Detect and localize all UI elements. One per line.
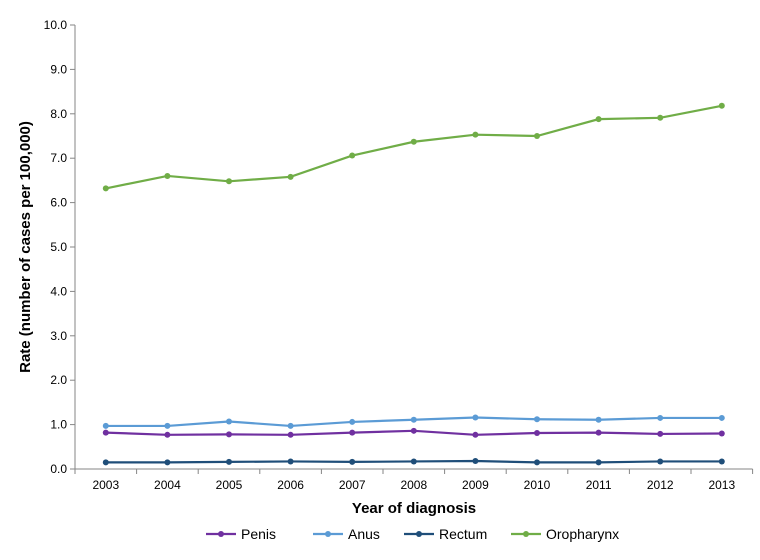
data-point	[472, 414, 479, 421]
data-point	[534, 459, 540, 466]
y-tick-label: 3.0	[50, 329, 67, 343]
data-point	[595, 116, 602, 123]
y-tick-label: 9.0	[50, 62, 67, 76]
legend-marker	[218, 531, 224, 537]
legend: Penis Anus Rectum Oropharynx	[206, 526, 619, 542]
data-point	[102, 429, 109, 436]
x-tick-label: 2011	[586, 478, 612, 492]
data-point	[534, 416, 540, 423]
y-axis-label: Rate (number of cases per 100,000)	[17, 121, 34, 373]
legend-label: Oropharynx	[546, 526, 619, 542]
series-line	[105, 104, 723, 190]
y-tick-label: 4.0	[50, 284, 67, 298]
data-point	[410, 138, 417, 145]
data-point	[718, 102, 725, 109]
legend-marker	[416, 531, 422, 537]
data-point	[164, 422, 171, 429]
data-point	[595, 416, 602, 423]
x-tick-label: 2013	[708, 478, 735, 492]
data-point	[534, 430, 540, 437]
y-tick-label: 10.0	[44, 18, 68, 32]
data-point	[349, 429, 356, 436]
y-tick-label: 6.0	[50, 196, 67, 210]
y-tick-label: 2.0	[50, 373, 67, 387]
data-point	[718, 458, 725, 465]
data-point	[657, 114, 664, 121]
data-point	[595, 459, 602, 466]
legend-item-anus: Anus	[313, 526, 380, 542]
data-point	[349, 458, 356, 465]
data-point	[410, 458, 417, 465]
data-point	[287, 458, 294, 465]
data-point	[287, 173, 294, 180]
data-point	[102, 459, 109, 466]
y-tick-label: 8.0	[50, 107, 67, 121]
data-point	[226, 178, 232, 185]
data-point	[226, 418, 232, 425]
x-axis-label: Year of diagnosis	[352, 500, 476, 517]
x-tick-label: 2012	[647, 478, 674, 492]
data-point	[657, 458, 664, 465]
data-point	[102, 185, 109, 192]
x-tick-label: 2010	[524, 478, 551, 492]
legend-item-rectum: Rectum	[404, 526, 487, 542]
data-point	[718, 414, 725, 421]
series-anus	[102, 414, 725, 429]
x-tick-label: 2007	[339, 478, 366, 492]
y-tick-label: 7.0	[50, 151, 67, 165]
data-point	[287, 431, 294, 438]
data-point	[657, 430, 664, 437]
y-tick-label: 5.0	[50, 240, 67, 254]
x-tick-label: 2006	[277, 478, 304, 492]
data-point	[595, 429, 602, 436]
series-penis	[102, 427, 725, 438]
x-tick-label: 2004	[154, 478, 181, 492]
data-point	[718, 430, 725, 437]
data-point	[534, 133, 540, 139]
series-rectum	[102, 458, 725, 466]
x-tick-label: 2005	[216, 478, 243, 492]
legend-label: Rectum	[439, 526, 487, 542]
data-point	[410, 416, 417, 423]
data-point	[164, 459, 171, 466]
x-tick-label: 2009	[462, 478, 489, 492]
data-point	[226, 458, 232, 465]
data-point	[472, 131, 479, 138]
x-tick-label: 2008	[400, 478, 427, 492]
legend-marker	[523, 531, 529, 537]
legend-item-penis: Penis	[206, 526, 276, 542]
data-point	[410, 427, 417, 434]
data-point	[472, 431, 479, 438]
data-point	[472, 458, 479, 465]
data-point	[164, 431, 171, 438]
legend-label: Penis	[241, 526, 276, 542]
data-point	[287, 422, 294, 429]
series-oropharynx	[102, 102, 725, 192]
data-point	[226, 431, 232, 438]
legend-item-oropharynx: Oropharynx	[511, 526, 619, 542]
data-point	[349, 418, 356, 425]
data-point	[657, 414, 664, 421]
data-point	[349, 152, 356, 159]
x-tick-label: 2003	[92, 478, 119, 492]
legend-label: Anus	[348, 526, 380, 542]
legend-marker	[325, 531, 331, 537]
y-tick-label: 1.0	[50, 418, 67, 432]
data-point	[164, 172, 171, 179]
data-point	[102, 422, 109, 429]
y-tick-label: 0.0	[50, 462, 67, 476]
